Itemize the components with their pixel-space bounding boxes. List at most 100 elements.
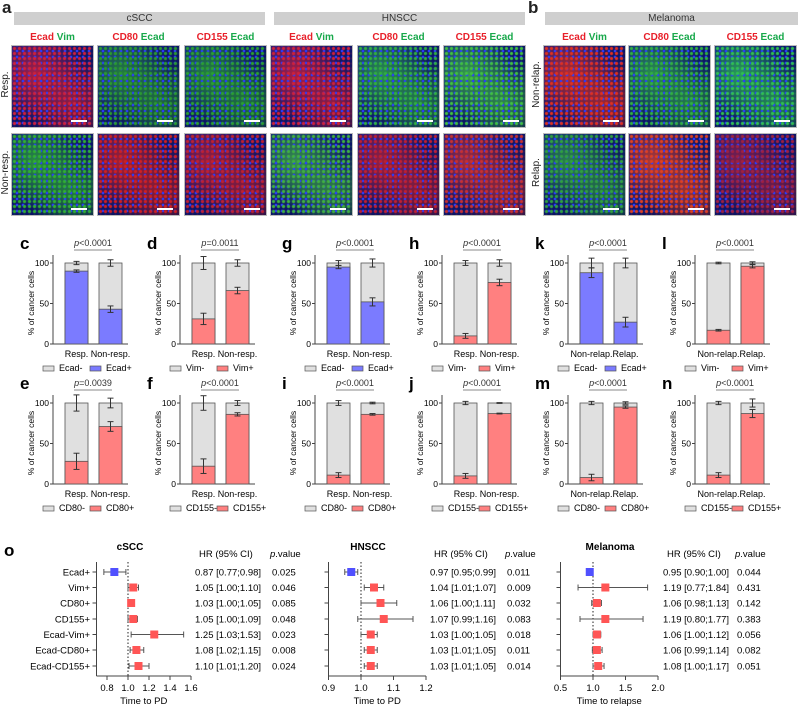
y-tick-label: 100 — [297, 398, 311, 408]
fluorescence-image — [443, 133, 526, 216]
row-label: CD80+ — [60, 599, 90, 610]
fluorescence-image — [443, 45, 526, 128]
stain-label: CD80 Ecad — [628, 32, 711, 43]
fluorescence-image — [714, 133, 797, 216]
hr-marker — [129, 583, 138, 592]
p-value: <0.0001 — [341, 238, 374, 248]
x-tick-label: Resp. — [327, 489, 351, 499]
hr-marker — [366, 662, 375, 670]
stain-green: Ecad — [671, 32, 696, 43]
p-symbol: p — [269, 549, 275, 560]
stain-green: Vim — [315, 32, 334, 43]
legend-swatch-negative — [684, 365, 697, 372]
scale-bar — [71, 120, 87, 122]
bar-positive — [579, 272, 604, 345]
x-tick-label: 1.1 — [387, 683, 400, 694]
bar-negative — [706, 402, 731, 485]
y-axis-label: % of cancer cells — [668, 271, 678, 335]
fluorescence-image — [97, 45, 180, 128]
x-tick-label: Non-resp. — [218, 489, 258, 499]
stain-label: CD155 Ecad — [443, 32, 526, 43]
fluorescence-image — [357, 133, 440, 216]
x-tick-label: Non-resp. — [218, 349, 258, 359]
panel-letter: c — [20, 234, 29, 253]
p-value: 0.431 — [737, 583, 761, 594]
hr-marker — [592, 630, 601, 639]
p-symbol: p — [504, 549, 510, 560]
fluorescence-image — [714, 45, 797, 128]
x-tick-label: Resp. — [192, 349, 216, 359]
row-label: Ecad-CD155+ — [30, 662, 90, 673]
y-tick-label: 0 — [559, 479, 564, 489]
legend-swatch-negative — [431, 505, 444, 512]
x-tick-label: 1.2 — [419, 683, 432, 694]
legend-swatch-positive — [89, 365, 102, 372]
x-axis-label: Time to PD — [354, 696, 401, 707]
x-tick-label: Non-resp. — [353, 489, 393, 499]
fluorescence-image — [184, 133, 267, 216]
p-header-text: .value — [740, 549, 765, 560]
stain-label: CD80 Ecad — [97, 32, 180, 43]
y-tick-label: 0 — [171, 339, 176, 349]
p-value: 0.044 — [737, 568, 761, 579]
y-tick-label: 0 — [306, 479, 311, 489]
p-value-label: p<0.0001 — [462, 238, 501, 248]
legend-label-positive: Ecad+ — [368, 363, 394, 373]
legend-swatch-positive — [351, 505, 364, 512]
y-tick-label: 50 — [40, 299, 50, 309]
x-tick-label: Non-resp. — [91, 489, 131, 499]
fluorescence-image — [184, 45, 267, 128]
stain-green: Ecad — [760, 32, 785, 43]
stain-label: CD155 Ecad — [714, 32, 797, 43]
p-header-text: .value — [510, 549, 535, 560]
p-value: 0.056 — [737, 630, 761, 641]
panel-letter: g — [282, 234, 292, 253]
legend-label-negative: CD80- — [59, 503, 85, 513]
scale-bar — [503, 120, 519, 122]
scale-bar — [330, 208, 346, 210]
x-tick-label: Resp. — [65, 489, 89, 499]
p-symbol: p — [715, 378, 721, 388]
hr-value: 1.05 [1.00;1.10] — [195, 583, 261, 594]
x-tick-label: 1.0 — [586, 683, 599, 694]
legend-label-negative: CD80- — [574, 503, 600, 513]
bar-positive — [360, 301, 385, 345]
y-tick-label: 100 — [424, 258, 438, 268]
x-tick-label: Resp. — [327, 349, 351, 359]
p-symbol: p — [588, 378, 594, 388]
y-axis-label: % of cancer cells — [153, 411, 163, 475]
legend-label-positive: CD155+ — [233, 503, 266, 513]
x-tick-label: 2.0 — [651, 683, 664, 694]
y-axis-label: % of cancer cells — [541, 411, 551, 475]
p-value: 0.083 — [507, 615, 531, 626]
stain-label: Ecad Vim — [543, 32, 626, 43]
stain-red: CD155 — [196, 32, 228, 43]
p-value-label: p<0.0001 — [462, 378, 501, 388]
x-tick-label: 1.6 — [184, 683, 197, 694]
legend-label-negative: CD155- — [701, 503, 732, 513]
x-tick-label: Non-resp. — [353, 349, 393, 359]
fluorescence-image — [628, 45, 711, 128]
p-value: 0.051 — [737, 662, 761, 673]
bar-positive — [225, 413, 250, 485]
p-value: 0.018 — [507, 630, 531, 641]
hr-marker — [127, 599, 136, 607]
hr-value: 1.03 [1.00;1.05] — [195, 599, 261, 610]
y-tick-label: 0 — [44, 479, 49, 489]
hr-value: 1.25 [1.03;1.53] — [195, 630, 261, 641]
hr-value: 0.95 [0.90;1.00] — [663, 568, 729, 579]
stain-red: CD155 — [726, 32, 758, 43]
p-symbol: p — [200, 378, 206, 388]
hr-value: 1.06 [1.00;1.12] — [663, 630, 729, 641]
p-value: 0.023 — [272, 630, 296, 641]
p-symbol: p — [734, 549, 740, 560]
p-header: p.value — [504, 549, 536, 560]
hr-marker — [129, 615, 138, 623]
panel-letter: h — [409, 234, 419, 253]
legend-swatch-negative — [42, 505, 55, 512]
p-value: <0.0001 — [468, 238, 501, 248]
row-label: Vim+ — [68, 583, 90, 594]
p-header: p.value — [734, 549, 766, 560]
panel-letter: n — [662, 374, 672, 393]
legend-label-negative: CD155- — [186, 503, 217, 513]
